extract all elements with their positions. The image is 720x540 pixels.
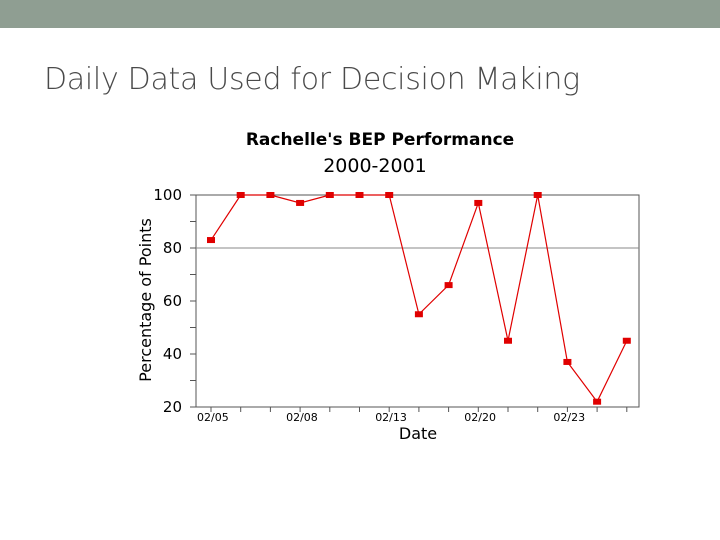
data-point xyxy=(444,282,453,289)
top-accent-bar xyxy=(0,0,720,28)
data-point xyxy=(385,192,394,198)
data-series xyxy=(207,192,631,405)
data-point xyxy=(474,199,483,206)
y-tick-label: 60 xyxy=(163,292,182,310)
data-point xyxy=(355,192,364,198)
data-point xyxy=(266,192,275,198)
data-point xyxy=(622,337,631,344)
data-point xyxy=(593,398,602,405)
x-tick-label: 02/20 xyxy=(464,411,496,424)
x-tick-label: 02/05 xyxy=(197,411,229,424)
data-point xyxy=(533,192,542,198)
data-point xyxy=(207,237,215,244)
y-tick-label: 20 xyxy=(163,398,182,416)
data-point xyxy=(563,358,572,365)
data-point xyxy=(325,192,334,198)
y-tick-label: 80 xyxy=(163,239,182,257)
y-tick-label: 100 xyxy=(153,186,182,204)
x-tick-label: 02/08 xyxy=(286,411,318,424)
chart-title: Rachelle's BEP Performance xyxy=(246,130,514,150)
data-point xyxy=(504,337,512,344)
data-point xyxy=(296,199,305,206)
slide-title: Daily Data Used for Decision Making xyxy=(44,62,580,97)
chart-subtitle: 2000-2001 xyxy=(323,155,427,177)
y-axis-label: Percentage of Points xyxy=(136,218,155,382)
plot-area-frame xyxy=(195,194,640,408)
data-point xyxy=(414,311,423,318)
x-tick-label: 02/13 xyxy=(375,411,407,424)
y-tick-label: 40 xyxy=(163,345,182,363)
series-line xyxy=(210,194,628,403)
data-point xyxy=(236,192,245,198)
x-axis-label: Date xyxy=(399,424,437,443)
y-axis: 20 40 60 80 100 xyxy=(153,186,196,416)
x-tick-label: 02/23 xyxy=(553,411,585,424)
x-axis: 02/05 02/08 02/13 02/20 02/23 xyxy=(197,407,628,424)
